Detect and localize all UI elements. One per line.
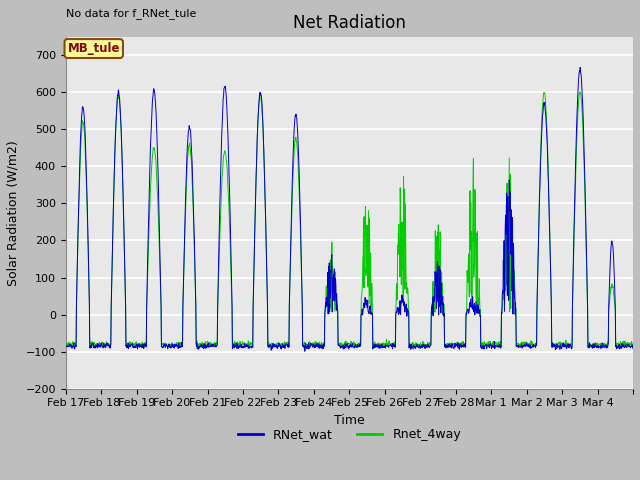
RNet_wat (623, 343, 630, 348)
RNet_wat (150, 88, 158, 94)
Text: MB_tule: MB_tule (67, 42, 120, 55)
Rnet_4way (423, 345, 431, 351)
RNet_wat (324, 311, 332, 317)
Rnet_4way (577, 89, 584, 95)
Line: Rnet_4way: Rnet_4way (66, 92, 633, 348)
RNet_wat (62, 343, 70, 349)
RNet_wat (567, 343, 575, 348)
RNet_wat (629, 346, 637, 351)
Title: Net Radiation: Net Radiation (293, 14, 406, 32)
RNet_wat (301, 348, 308, 354)
Rnet_4way (335, 342, 342, 348)
Rnet_4way (629, 342, 637, 348)
Y-axis label: Solar Radiation (W/m2): Solar Radiation (W/m2) (7, 140, 20, 286)
RNet_wat (484, 342, 492, 348)
RNet_wat (577, 65, 584, 71)
Rnet_4way (484, 341, 492, 347)
Text: No data for f_RNet_tule: No data for f_RNet_tule (66, 8, 196, 19)
RNet_wat (335, 342, 342, 348)
Rnet_4way (62, 342, 70, 348)
Line: RNet_wat: RNet_wat (66, 68, 633, 351)
Rnet_4way (623, 343, 630, 348)
Rnet_4way (324, 300, 332, 306)
Legend: RNet_wat, Rnet_4way: RNet_wat, Rnet_4way (232, 423, 466, 446)
X-axis label: Time: Time (334, 414, 365, 427)
Rnet_4way (150, 145, 158, 151)
Rnet_4way (567, 340, 575, 346)
